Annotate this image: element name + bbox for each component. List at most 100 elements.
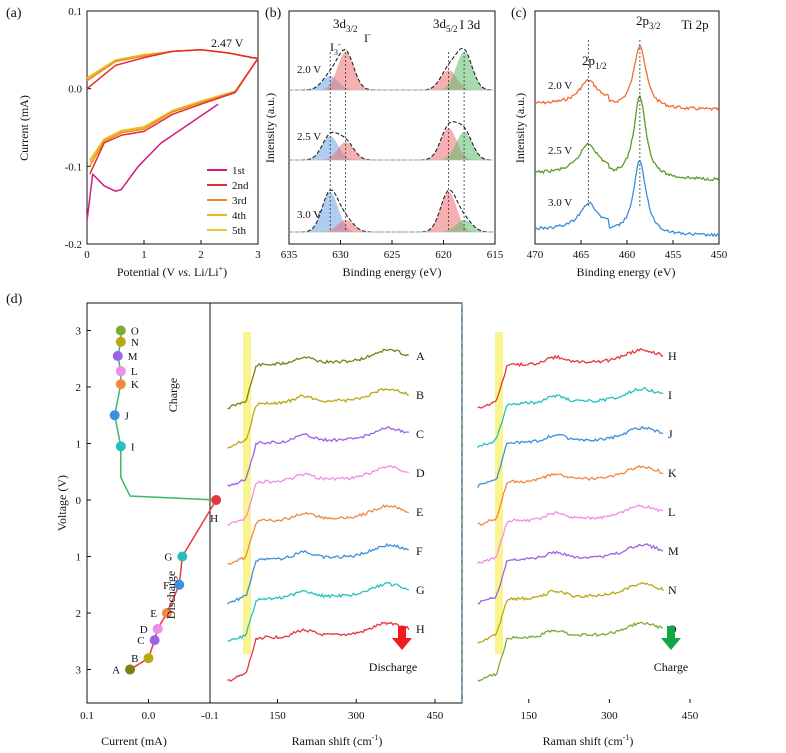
point-label-B: B (131, 653, 138, 665)
panel-b-voltage-2-5: 2.5 V (297, 131, 321, 143)
panel-a-ytick-label: -0.2 (65, 239, 82, 251)
charge-label-I: I (668, 388, 672, 402)
panel-d-current-tick-label: 0.1 (80, 710, 94, 722)
panel-b-xtick-label: 620 (435, 249, 452, 261)
charge-label-M: M (668, 544, 679, 558)
panel-c-xtick-label: 460 (619, 249, 636, 261)
charge-label-N: N (668, 583, 677, 597)
panel-c-ylabel: Intensity (a.u.) (513, 93, 527, 163)
panel-b-ticks: 635 630 625 620 615 (281, 240, 504, 261)
panel-a-ytick-label: -0.1 (65, 161, 82, 173)
panel-a-ytick-label: 0.1 (68, 6, 82, 18)
charge-spectrum-K (477, 464, 664, 526)
cv-line-1st (86, 103, 219, 221)
cv-line-5th (86, 49, 259, 161)
point-B (143, 653, 154, 664)
point-K (115, 379, 126, 390)
discharge-label-H: H (416, 622, 425, 636)
panel-d-voltage-tick-label: 2 (76, 608, 82, 620)
point-label-J: J (125, 410, 130, 422)
panel-d-xlabel-raman-discharge: Raman shift (cm-1) (292, 733, 383, 748)
panel-b-peak-3d32: 3d3/2 (333, 16, 358, 34)
discharge-spectrum-B (227, 387, 409, 449)
ti-spectrum-2.0 V (534, 44, 720, 112)
discharge-raman-tick-label: 300 (348, 710, 365, 722)
point-H (211, 495, 222, 505)
panel-b-xtick-label: 630 (332, 249, 349, 261)
discharge-label-B: B (416, 388, 424, 402)
panel-c-voltage-3-0: 3.0 V (548, 197, 572, 209)
cv-line-2nd (86, 49, 259, 175)
panel-label-b: (b) (265, 6, 282, 21)
panel-c-xtick-label: 455 (665, 249, 682, 261)
point-D (152, 623, 163, 634)
point-I (115, 441, 126, 452)
charge-raman-tick-label: 450 (682, 710, 699, 722)
discharge-spectrum-E (227, 504, 409, 565)
panel-a-frame (86, 10, 259, 245)
panel-d-current-tick-label: 0.0 (142, 710, 156, 722)
panel-d-voltage-tick-label: 2 (76, 382, 82, 394)
legend-label: 1st (232, 165, 245, 177)
panel-a-xlabel: Potential (V vs. Li/Li+) (117, 264, 227, 279)
charge-curve (113, 330, 217, 501)
discharge-spectrum-F (227, 542, 409, 605)
point-label-C: C (137, 635, 144, 647)
panel-b-xtick-label: 625 (384, 249, 401, 261)
panel-b-xps-i3d: 635 630 625 620 615 I 3d 3d3/2 3d5/2 I3- I- … (263, 10, 504, 279)
panel-a-annotation: 2.47 V (211, 36, 244, 50)
discharge-label-F: F (416, 544, 423, 558)
charge-label-K: K (668, 466, 677, 480)
panel-b-spectra (289, 47, 495, 233)
discharge-label-D: D (416, 466, 425, 480)
point-F (174, 579, 185, 590)
panel-b-i3-label: I3- (330, 40, 341, 57)
point-label-M: M (128, 351, 138, 363)
panel-c-xlabel: Binding energy (eV) (576, 265, 675, 279)
panel-c-xtick-label: 450 (711, 249, 728, 261)
legend-label: 3rd (232, 195, 247, 207)
panel-b-ylabel: Intensity (a.u.) (263, 93, 277, 163)
panel-b-voltage-3-0: 3.0 V (297, 209, 321, 221)
charge-spectrum-J (477, 425, 664, 488)
panel-b-peak-3d52: 3d5/2 (433, 16, 458, 34)
discharge-spectrum-G (227, 581, 409, 642)
point-J (109, 410, 120, 421)
panel-b-voltage-2-0: 2.0 V (297, 64, 321, 76)
panel-c-peak-2p32: 2p3/2 (636, 13, 661, 31)
point-A (125, 664, 136, 675)
panel-d-discharge-label: Discharge (164, 571, 178, 619)
charge-spectrum-I (477, 387, 664, 449)
discharge-raman-tick-label: 150 (269, 710, 286, 722)
discharge-arrow-icon (392, 626, 412, 650)
panel-b-xlabel: Binding energy (eV) (342, 265, 441, 279)
panel-d-ticks: 0.1 0.0 -0.1 3 2 1 0 1 2 3 150 300 450 150 300 450 (76, 326, 699, 723)
panel-c-title: Ti 2p (681, 17, 708, 32)
panel-label-c: (c) (511, 6, 527, 21)
panel-c-voltage-2-5: 2.5 V (548, 145, 572, 157)
charge-raman-tick-label: 300 (601, 710, 618, 722)
panel-c-spectra (534, 40, 720, 238)
point-label-K: K (131, 379, 139, 391)
panel-d-raman-spectra: ABCDEFGHHIJKLMNO (227, 332, 679, 682)
xps-component (433, 52, 495, 90)
charge-arrow-icon (661, 626, 681, 650)
legend-label: 2nd (232, 180, 249, 192)
xps-component (314, 52, 377, 90)
panel-a-xtick-label: 1 (141, 249, 147, 261)
panel-a-ticks: 0 1 2 3 0.1 0.0 -0.1 -0.2 (65, 6, 262, 261)
panel-d-voltage-tick-label: 0 (76, 495, 82, 507)
discharge-spectrum-C (227, 425, 409, 487)
panel-c-xtick-label: 465 (573, 249, 590, 261)
point-G (177, 551, 188, 562)
charge-spectrum-H (477, 347, 664, 409)
point-label-L: L (131, 366, 138, 378)
panel-d-ylabel: Voltage (V) (55, 475, 69, 531)
panel-a-xtick-label: 0 (84, 249, 90, 261)
panel-d-voltage-tick-label: 1 (76, 439, 82, 451)
panel-a-xtick-label: 3 (255, 249, 261, 261)
panel-a-xtick-label: 2 (198, 249, 204, 261)
point-label-A: A (112, 665, 120, 677)
cv-line-4th (86, 49, 259, 163)
